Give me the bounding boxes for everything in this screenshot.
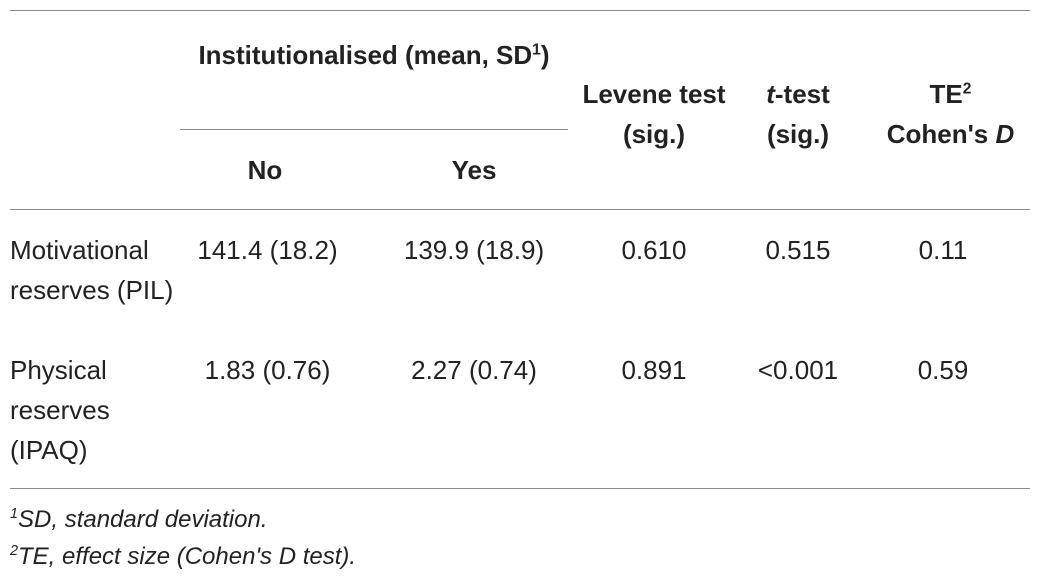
row-label-motivational: Motivational reserves (PIL) [10, 235, 174, 305]
footnote-2: 2TE, effect size (Cohen's D test). [10, 543, 357, 570]
header-no: No [247, 155, 283, 185]
cell-yes: 139.9 (18.9) [403, 235, 545, 265]
cell-yes: 2.27 (0.74) [411, 355, 537, 385]
group-sub-rule [180, 129, 568, 130]
header-rule [10, 209, 1030, 210]
row-label-physical: Physical reserves (IPAQ) [10, 355, 110, 465]
header-levene: Levene test (sig.) [582, 79, 726, 149]
cell-ttest: <0.001 [757, 355, 839, 385]
cell-effect-size: 0.59 [917, 355, 969, 385]
header-yes: Yes [451, 155, 497, 185]
group-header: Institutionalised (mean, SD1) [198, 40, 550, 70]
cell-ttest: 0.515 [765, 235, 831, 265]
cell-no: 141.4 (18.2) [197, 235, 338, 265]
cell-levene: 0.610 [621, 235, 687, 265]
bottom-rule [10, 488, 1030, 489]
cell-effect-size: 0.11 [918, 235, 968, 265]
header-ttest: t-test (sig.) [766, 79, 830, 149]
footnote-1: 1SD, standard deviation. [10, 506, 268, 533]
cell-levene: 0.891 [621, 355, 687, 385]
top-rule [10, 10, 1030, 11]
header-effect-size: TE2 Cohen's D [886, 79, 1015, 149]
cell-no: 1.83 (0.76) [204, 355, 331, 385]
